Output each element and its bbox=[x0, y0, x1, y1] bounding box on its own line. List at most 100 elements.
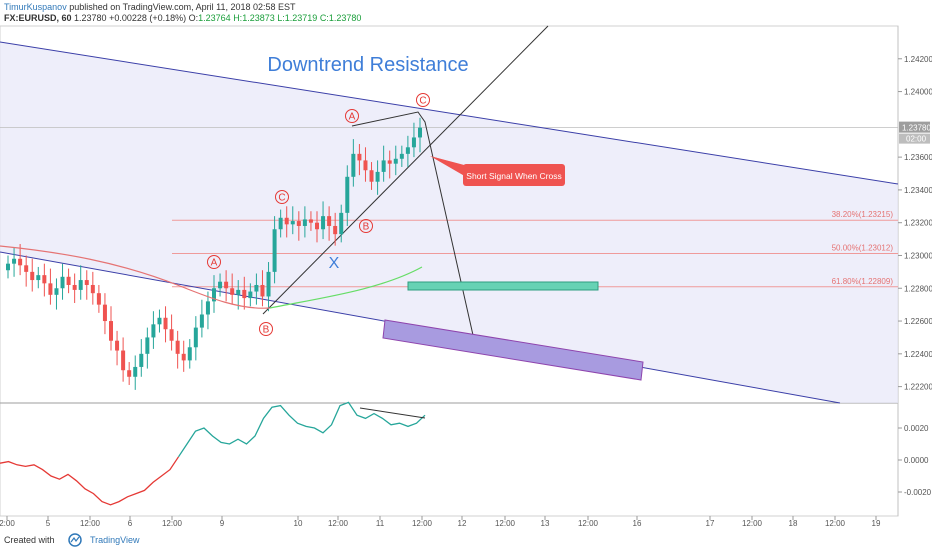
candle-body bbox=[133, 366, 138, 377]
moving-average-green bbox=[269, 266, 423, 309]
last-price-time-badge bbox=[899, 133, 930, 144]
tradingview-logo-icon[interactable] bbox=[64, 533, 86, 547]
publish-line: TimurKuspanov published on TradingView.c… bbox=[4, 2, 296, 12]
time-tick-label: 12:00 bbox=[162, 519, 183, 528]
fib-level-label: 50.00%(1.23012) bbox=[832, 244, 894, 253]
candle-body bbox=[78, 280, 83, 290]
candle-body bbox=[54, 288, 59, 295]
candle-body bbox=[205, 301, 210, 315]
axes-group: 2:00 5 12:00 6 12:00 9 10 12:00 11 12:00 12 12:00 13… bbox=[0, 55, 932, 528]
wave-label-circle bbox=[259, 322, 273, 336]
candle-body bbox=[12, 258, 17, 264]
price-tick-label: 1.22600 bbox=[904, 317, 932, 326]
candle-body bbox=[327, 216, 332, 226]
candle-body bbox=[405, 147, 410, 154]
wave-label-circle bbox=[359, 219, 373, 233]
candle-body bbox=[224, 281, 229, 289]
wave-label-text: B bbox=[263, 325, 270, 336]
wave-label-text: B bbox=[363, 222, 370, 233]
oscillator-line-red bbox=[0, 456, 180, 506]
candle-body bbox=[193, 327, 198, 348]
candle-body bbox=[399, 153, 404, 159]
wave-label-circle bbox=[207, 255, 221, 269]
price-tick-label: 1.22800 bbox=[904, 284, 932, 293]
oscillator-divergence-line bbox=[359, 407, 426, 419]
signal-arrow bbox=[430, 156, 468, 178]
candle-body bbox=[363, 160, 368, 171]
candle-body bbox=[109, 321, 113, 341]
wave-labels-group: A B C A B C X bbox=[207, 93, 430, 336]
oscillator-line-green bbox=[177, 401, 426, 458]
candle-body bbox=[296, 221, 301, 226]
candle-body bbox=[266, 271, 271, 297]
candle-body bbox=[145, 337, 150, 354]
time-tick-label: 12:00 bbox=[495, 519, 516, 528]
candle-body bbox=[230, 288, 235, 295]
candle-body bbox=[290, 221, 295, 225]
candle-body bbox=[369, 170, 374, 182]
time-tick-label: 12:00 bbox=[825, 519, 846, 528]
time-tick-label: 16 bbox=[633, 519, 642, 528]
time-tick-label: 12 bbox=[458, 519, 467, 528]
symbol-label: FX:EURUSD, 60 bbox=[4, 13, 72, 23]
fib-level-label: 38.20%(1.23215) bbox=[832, 210, 894, 219]
candle-body bbox=[169, 329, 174, 341]
candle-body bbox=[260, 284, 265, 297]
last-price-time: 02:00 bbox=[906, 135, 927, 144]
author-link[interactable]: TimurKuspanov bbox=[4, 2, 67, 12]
candle-body bbox=[72, 284, 77, 290]
chart-title: Downtrend Resistance bbox=[267, 54, 468, 76]
candle-body bbox=[218, 281, 223, 289]
target-boxes-group bbox=[382, 281, 644, 381]
osc-tick-label: 0.0020 bbox=[904, 424, 929, 433]
wave-label-circle bbox=[275, 190, 289, 204]
candle-body bbox=[339, 212, 344, 235]
ohlc-prefix: 1.23780 +0.00228 (+0.18%) O: bbox=[74, 13, 199, 23]
downtrend-resistance-line bbox=[0, 41, 899, 185]
time-tick-label: 9 bbox=[220, 519, 225, 528]
time-tick-label: 13 bbox=[541, 519, 550, 528]
candle-body bbox=[236, 289, 241, 295]
candle-body bbox=[393, 158, 398, 164]
candle-body bbox=[163, 317, 168, 330]
chart-svg[interactable]: 38.20%(1.23215) 50.00%(1.23012) 61.80%(1.2… bbox=[0, 0, 932, 532]
wave-label-text: C bbox=[278, 193, 285, 204]
price-tick-label: 1.24200 bbox=[904, 55, 932, 64]
price-tick-label: 1.22200 bbox=[904, 383, 932, 392]
signal-callout[interactable]: Short Signal When Cross bbox=[430, 156, 565, 186]
candle-body bbox=[102, 304, 107, 322]
candle-body bbox=[18, 258, 23, 266]
price-tick-label: 1.23400 bbox=[904, 186, 932, 195]
channel-fill bbox=[0, 42, 898, 403]
wave-label-x: X bbox=[329, 255, 340, 272]
candle-body bbox=[36, 275, 41, 281]
osc-tick-label: 0.0000 bbox=[904, 456, 929, 465]
target-zone-purple bbox=[382, 319, 644, 381]
last-price-badge bbox=[899, 121, 930, 133]
tradingview-brand[interactable]: TradingView bbox=[90, 535, 140, 545]
candles-group bbox=[6, 117, 422, 390]
time-tick-label: 17 bbox=[706, 519, 715, 528]
candle-body bbox=[115, 340, 120, 351]
candle-body bbox=[48, 283, 53, 295]
wave-label-text: A bbox=[211, 258, 218, 269]
candle-body bbox=[157, 317, 162, 325]
fib-level-label: 61.80%(1.22809) bbox=[832, 277, 894, 286]
wave-label-circle bbox=[345, 109, 359, 123]
time-tick-label: 2:00 bbox=[0, 519, 15, 528]
target-zone-green bbox=[407, 281, 599, 291]
wave-label-text: C bbox=[419, 96, 426, 107]
candle-body bbox=[90, 284, 95, 294]
candle-body bbox=[127, 370, 132, 377]
candle-body bbox=[175, 340, 180, 354]
low-value: L:1.23719 bbox=[277, 13, 318, 23]
time-tick-label: 11 bbox=[376, 519, 385, 528]
oscillator-group bbox=[0, 401, 426, 506]
candle-body bbox=[248, 291, 253, 299]
candle-body bbox=[181, 353, 186, 361]
candle-body bbox=[60, 276, 65, 289]
candle-body bbox=[84, 280, 89, 285]
signal-text: Short Signal When Cross bbox=[466, 171, 561, 181]
candle-body bbox=[315, 222, 319, 230]
time-tick-label: 12:00 bbox=[412, 519, 433, 528]
